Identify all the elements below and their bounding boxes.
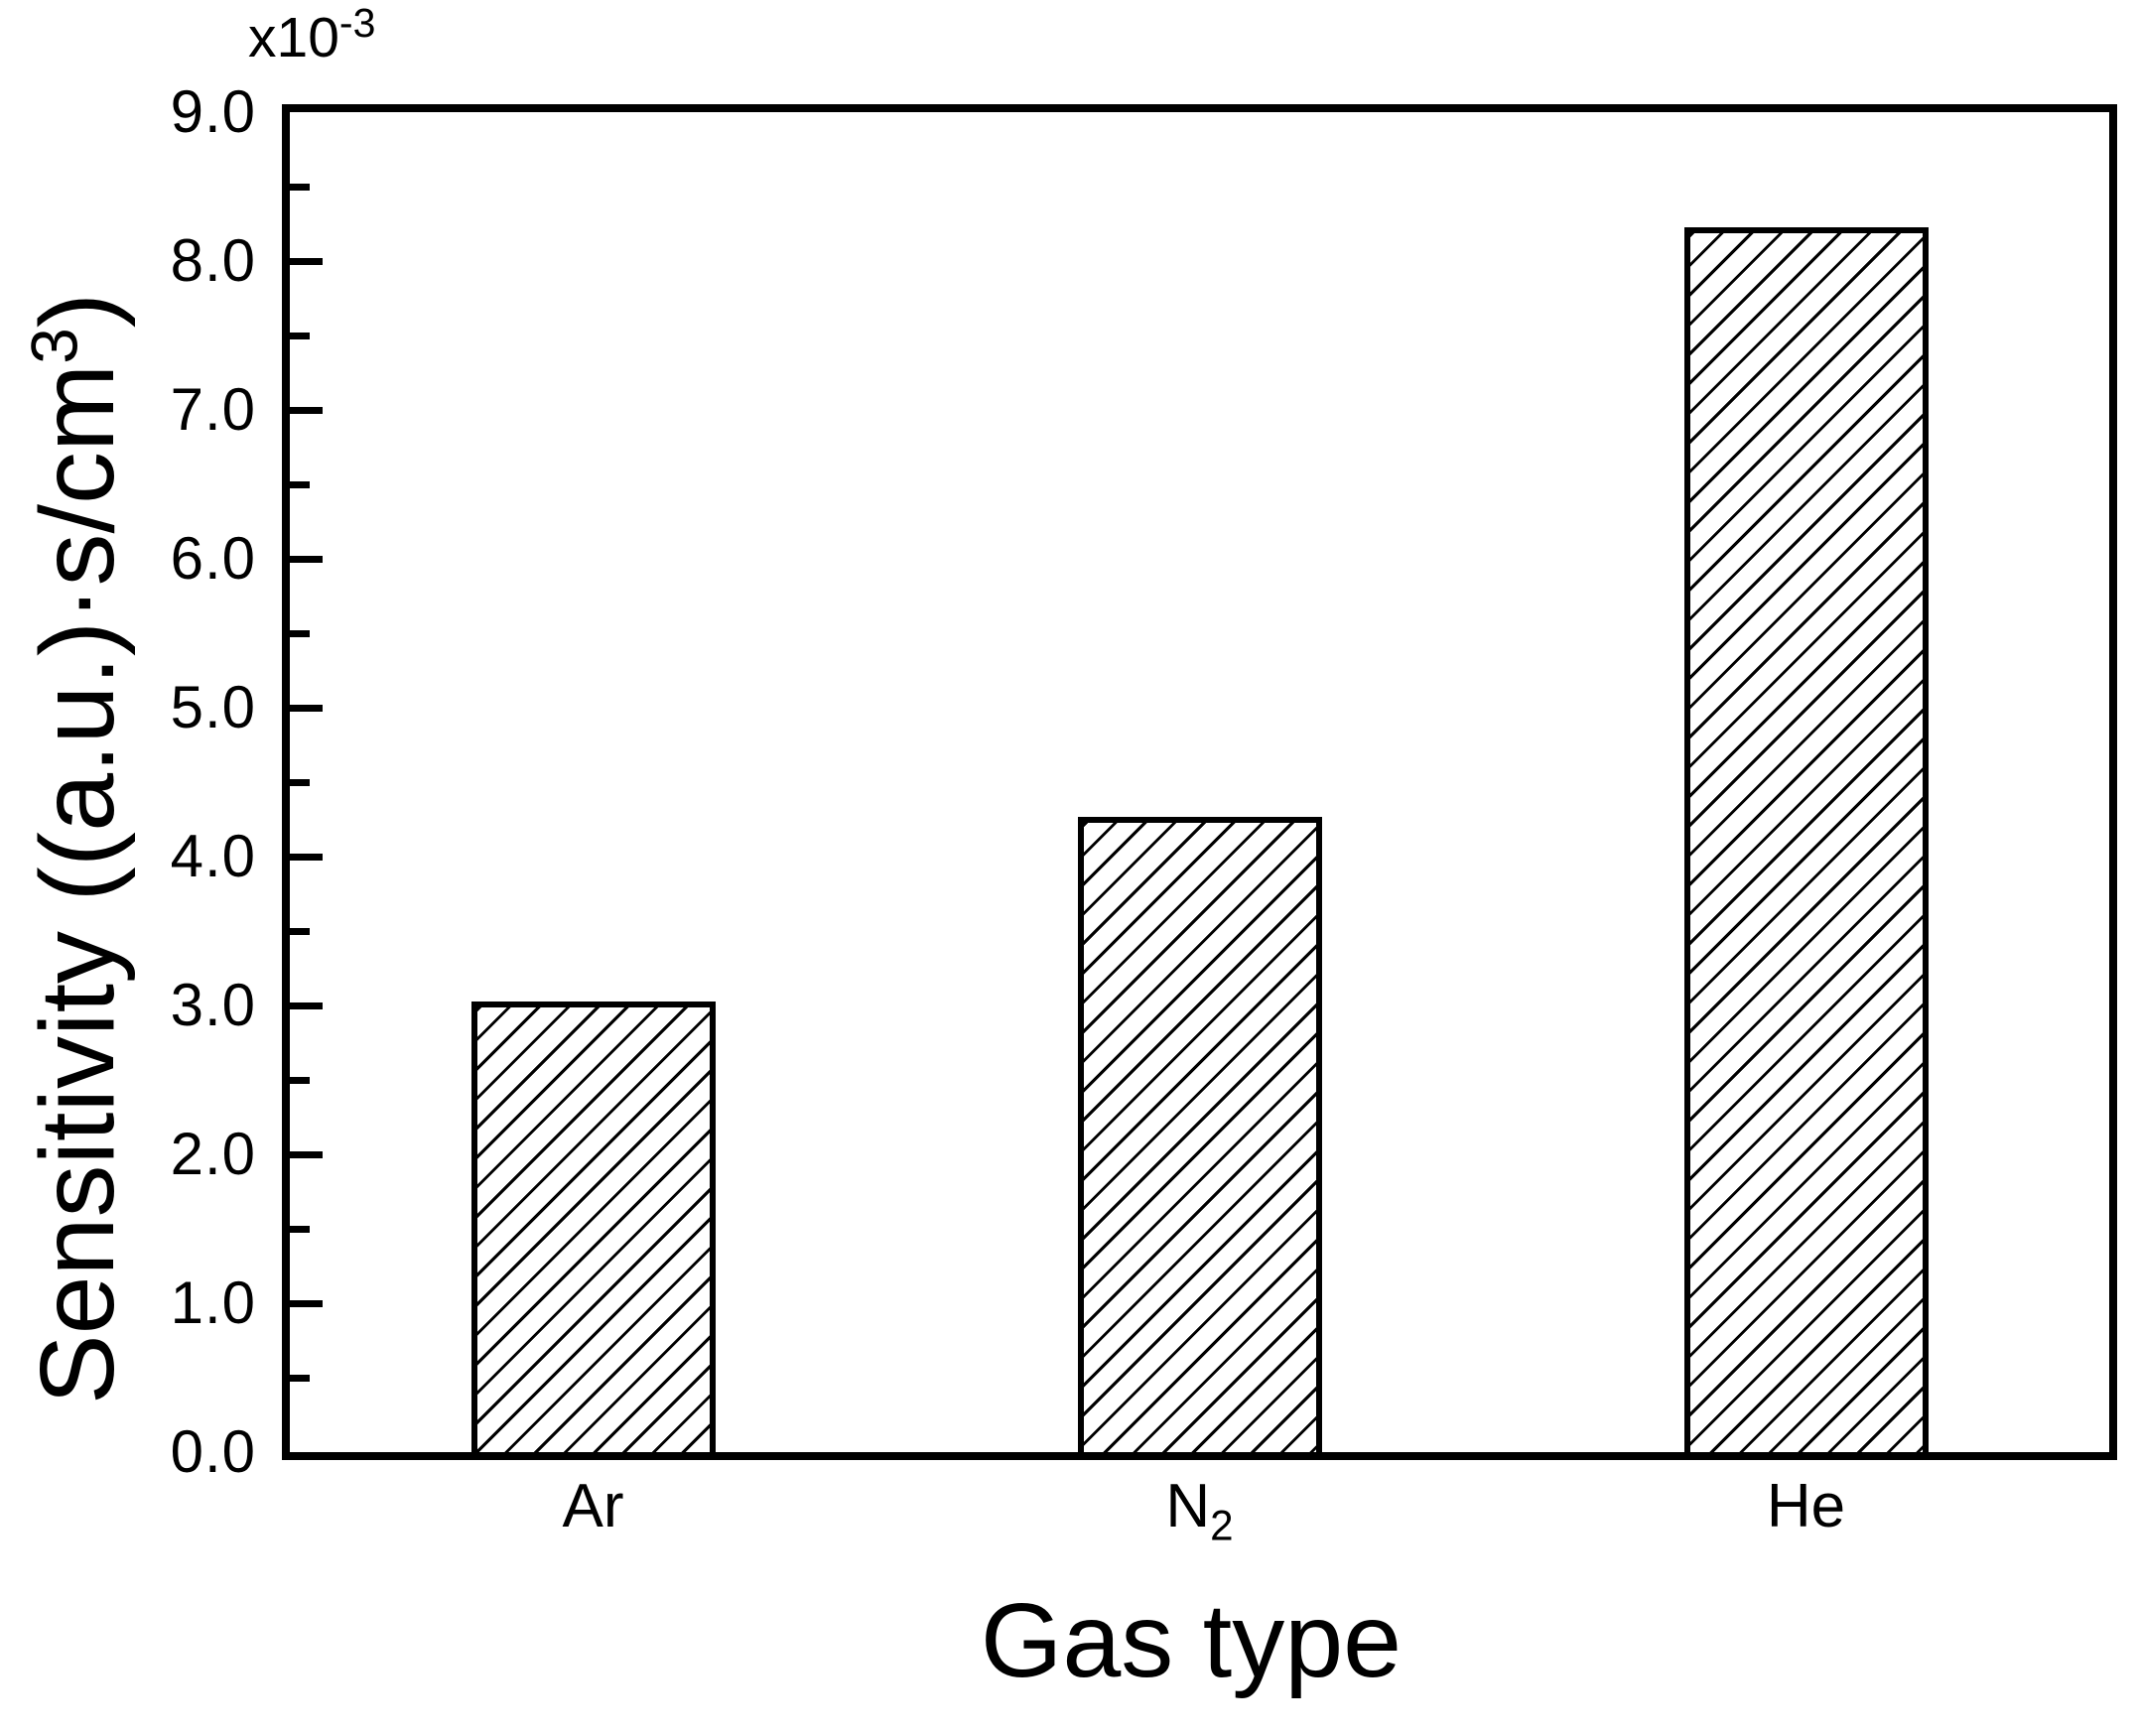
x-category-subscript: 2	[1210, 1502, 1234, 1549]
y-axis-multiplier-base: x10	[248, 6, 339, 69]
y-major-tick	[290, 1150, 323, 1158]
y-tick-label: 7.0	[170, 376, 256, 443]
bar-he	[1683, 226, 1929, 1452]
x-axis-title: Gas type	[980, 1582, 1402, 1699]
x-category-label-n2: N2	[1051, 1476, 1349, 1546]
y-minor-tick	[290, 1374, 310, 1382]
x-category-text: N	[1165, 1472, 1211, 1540]
bar-ar	[470, 1001, 716, 1452]
y-tick-label: 0.0	[170, 1418, 256, 1485]
y-axis-multiplier: x10-3	[248, 2, 375, 67]
y-tick-label: 4.0	[170, 823, 256, 889]
y-major-tick	[290, 853, 323, 861]
y-major-tick	[290, 555, 323, 563]
y-major-tick	[290, 406, 323, 414]
x-category-label-he: He	[1658, 1476, 1955, 1537]
y-tick-label: 2.0	[170, 1121, 256, 1187]
x-category-text: Ar	[562, 1472, 624, 1540]
y-tick-label: 8.0	[170, 227, 256, 294]
y-axis-title-part: 3	[18, 328, 91, 364]
y-minor-tick	[290, 629, 310, 637]
y-minor-tick	[290, 183, 310, 191]
y-major-tick	[290, 257, 323, 265]
y-minor-tick	[290, 927, 310, 935]
bar-n2	[1077, 816, 1322, 1452]
x-category-text: He	[1766, 1472, 1846, 1540]
y-tick-label: 5.0	[170, 674, 256, 740]
y-tick-label: 9.0	[170, 78, 256, 145]
y-major-tick	[290, 1002, 323, 1009]
y-axis-multiplier-exponent: -3	[338, 0, 376, 46]
y-tick-label: 6.0	[170, 525, 256, 592]
y-axis-title-part: )	[19, 292, 136, 329]
y-major-tick	[290, 704, 323, 712]
y-minor-tick	[290, 1225, 310, 1233]
y-minor-tick	[290, 778, 310, 786]
x-category-label-ar: Ar	[445, 1476, 742, 1537]
y-minor-tick	[290, 480, 310, 488]
y-tick-label: 1.0	[170, 1269, 256, 1336]
y-minor-tick	[290, 332, 310, 339]
y-major-tick	[290, 1299, 323, 1307]
plot-area	[282, 104, 2117, 1460]
y-minor-tick	[290, 1076, 310, 1084]
y-tick-label: 3.0	[170, 972, 256, 1038]
